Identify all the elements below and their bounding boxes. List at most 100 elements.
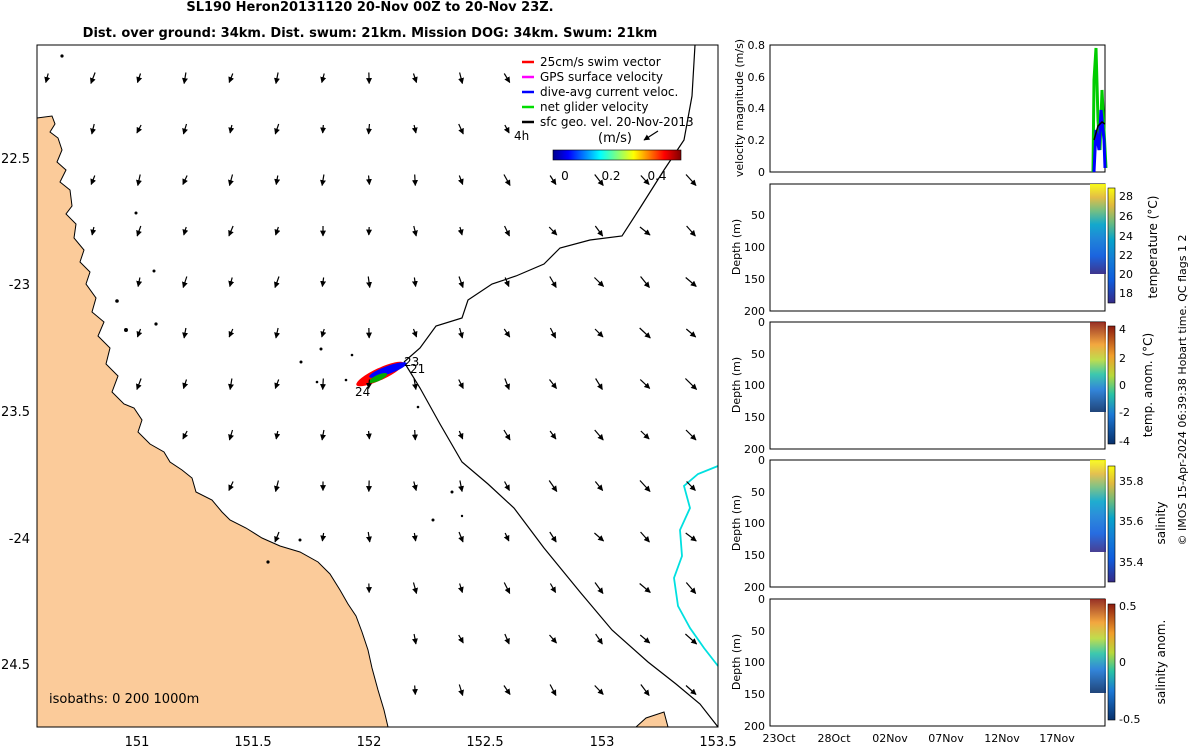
velocity-arrow-128: [685, 582, 697, 594]
velocity-arrow-59: [593, 277, 605, 287]
temp-anomaly-colorbar: [1107, 325, 1116, 445]
salinity-panel: Depth (m) 0 50 100 150 200 35.8 35.6 35.…: [730, 454, 1168, 594]
temp-anomaly-ytick-200: 200: [744, 443, 765, 456]
velocity-ylabel: velocity magnitude (m/s): [733, 39, 746, 177]
velocity-arrow-111: [274, 531, 280, 543]
temp-anomaly-cbar-neg2: -2: [1119, 406, 1130, 419]
velocity-arrow-11: [90, 123, 96, 135]
velocity-arrow-129: [411, 633, 418, 645]
legend-label-3: net glider velocity: [540, 100, 648, 114]
velocity-arrow-132: [549, 634, 557, 644]
isobaths-label: isobaths: 0 200 1000m: [49, 692, 199, 707]
velocity-arrow-48: [686, 225, 696, 237]
velocity-arrow-35: [90, 226, 97, 236]
velocity-arrow-81: [412, 378, 418, 391]
lat-tick-1: -23: [9, 278, 30, 293]
velocity-arrow-135: [685, 633, 698, 645]
temperature-cbar-label: temperature (°C): [1146, 196, 1160, 299]
lon-tick-1: 151.5: [234, 735, 271, 750]
velocity-arrow-120: [685, 532, 697, 542]
velocity-arrow-119: [640, 531, 650, 543]
velocity-arrow-98: [640, 430, 650, 440]
velocity-arrow-125: [549, 583, 557, 594]
salinity-cbar-label: salinity: [1154, 501, 1168, 544]
salinity-anomaly-colorbar: [1107, 603, 1116, 721]
velocity-arrow-140: [594, 685, 604, 695]
velocity-arrow-18: [411, 124, 418, 134]
surface-velocity-arrows: [44, 72, 698, 697]
salinity-cbar-35-8: 35.8: [1119, 475, 1144, 488]
velocity-arrow-19: [458, 123, 464, 135]
temperature-ytick-150: 150: [744, 273, 765, 286]
salinity-ytick-100: 100: [744, 517, 765, 530]
velocity-arrow-21: [90, 175, 96, 186]
velocity-arrow-123: [457, 583, 464, 594]
velocity-arrow-105: [458, 480, 464, 493]
date-tick-17nov: 17Nov: [1039, 732, 1075, 745]
salinity-anomaly-ytick-200: 200: [744, 720, 765, 733]
velocity-arrow-61: [685, 277, 697, 287]
velocity-arrow-17: [366, 123, 373, 135]
velocity-arrow-32: [594, 174, 604, 186]
temp-anomaly-ylabel: Depth (m): [730, 357, 743, 413]
map-title-line-1: SL190 Heron20131120 20-Nov 00Z to 20-Nov…: [186, 0, 554, 15]
velocity-arrow-45: [548, 226, 558, 236]
velocity-arrow-94: [457, 430, 464, 440]
colorbar-tick-0-2: 0.2: [601, 169, 620, 183]
velocity-arrow-65: [274, 327, 280, 339]
velocity-arrow-28: [412, 174, 419, 187]
velocity-arrow-71: [549, 327, 557, 339]
velocity-arrow-70: [503, 328, 511, 338]
temp-anomaly-section: [1090, 322, 1106, 412]
velocity-arrow-5: [274, 72, 280, 85]
date-tick-23oct: 23Oct: [762, 732, 796, 745]
temperature-ytick-100: 100: [744, 241, 765, 254]
velocity-arrow-130: [458, 634, 464, 644]
velocity-arrow-30: [503, 174, 511, 187]
velocity-arrow-108: [594, 481, 604, 491]
temp-anomaly-cbar-4: 4: [1119, 323, 1126, 336]
velocity-arrow-101: [274, 480, 280, 493]
velocity-arrow-133: [595, 633, 603, 645]
land-mass: [36, 115, 389, 728]
velocity-arrow-90: [274, 430, 281, 440]
temp-anomaly-ytick-50: 50: [751, 348, 765, 361]
velocity-arrow-96: [549, 430, 557, 440]
temp-anomaly-ytick-150: 150: [744, 411, 765, 424]
velocity-arrow-109: [639, 480, 651, 492]
islands: [60, 54, 464, 564]
velocity-arrow-115: [458, 531, 464, 543]
salinity-ytick-0: 0: [758, 454, 765, 467]
date-tick-02nov: 02Nov: [872, 732, 908, 745]
velocity-arrow-24: [228, 174, 234, 187]
side-panels: velocity magnitude (m/s) 0.8 0.6 0.4 0.2…: [730, 39, 1189, 745]
velocity-arrow-64: [228, 328, 235, 338]
velocity-arrow-134: [639, 634, 651, 644]
velocity-arrow-100: [228, 481, 234, 492]
velocity-arrow-82: [458, 379, 464, 390]
temperature-cbar-26: 26: [1119, 210, 1133, 223]
velocity-arrow-93: [411, 429, 418, 441]
velocity-arrow-112: [320, 532, 327, 542]
velocity-arrow-78: [274, 379, 281, 390]
track-label-21: 21: [410, 362, 425, 376]
velocity-arrow-27: [365, 175, 372, 186]
temperature-panel: Depth (m) 50 100 150 200 28 26 24 22 20 …: [730, 183, 1160, 318]
temperature-ytick-200: 200: [744, 305, 765, 318]
salinity-ytick-200: 200: [744, 581, 765, 594]
velocity-arrow-88: [182, 430, 189, 440]
colorbar-tick-0: 0: [561, 169, 569, 183]
velocity-arrow-52: [274, 276, 280, 289]
velocity-arrow-117: [549, 531, 557, 543]
temperature-ytick-50: 50: [751, 209, 765, 222]
velocity-arrow-8: [411, 73, 418, 84]
velocity-arrow-104: [411, 481, 418, 492]
velocity-arrow-77: [228, 378, 234, 391]
velocity-arrow-62: [136, 328, 143, 338]
velocity-arrow-38: [228, 225, 234, 237]
map-frame: [36, 44, 719, 728]
velocity-arrow-34: [685, 174, 697, 186]
velocity-ytick-0-6: 0.6: [748, 71, 766, 84]
temp-anomaly-cbar-neg4: -4: [1119, 435, 1130, 448]
